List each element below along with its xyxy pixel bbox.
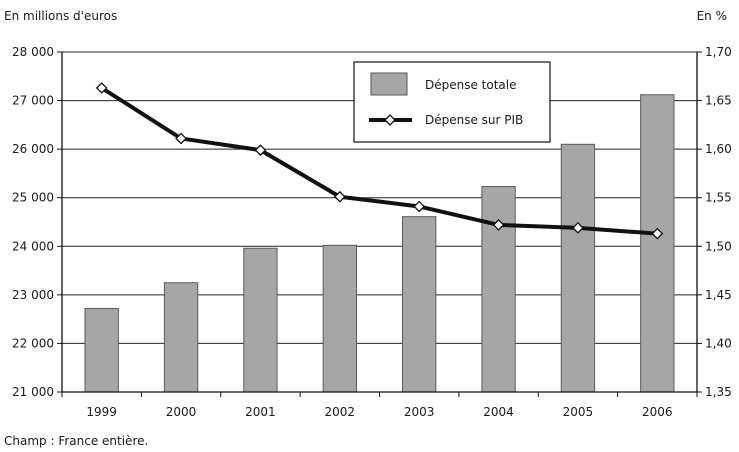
legend-line-marker bbox=[384, 114, 396, 126]
legend-line-label: Dépense sur PIB bbox=[425, 113, 523, 127]
axes bbox=[57, 51, 702, 397]
line-path bbox=[100, 86, 658, 236]
line-point-2003 bbox=[413, 200, 426, 213]
line-series bbox=[95, 82, 664, 240]
bar-2002 bbox=[322, 244, 357, 393]
right-tick-label-7: 1,70 bbox=[705, 45, 732, 59]
bar-2006 bbox=[640, 94, 675, 393]
x-tick-label-2003: 2003 bbox=[404, 405, 435, 419]
right-tick-label-2: 1,45 bbox=[705, 288, 732, 302]
right-axis-unit-label: En % bbox=[697, 9, 727, 23]
legend-bar-swatch bbox=[370, 72, 408, 96]
line-point-2000 bbox=[175, 132, 187, 145]
left-tick-label-7: 28 000 bbox=[12, 45, 54, 59]
left-tick-label-5: 26 000 bbox=[12, 142, 54, 156]
right-tick-label-0: 1,35 bbox=[705, 385, 732, 399]
right-tick-label-3: 1,50 bbox=[705, 239, 732, 253]
line-point-1999 bbox=[95, 82, 108, 94]
left-tick-label-1: 22 000 bbox=[12, 336, 54, 350]
bars bbox=[84, 94, 675, 393]
legend: Dépense totale Dépense sur PIB bbox=[353, 61, 551, 143]
bar-1999 bbox=[84, 307, 119, 393]
line-point-2004 bbox=[492, 219, 505, 231]
bar-2001 bbox=[243, 247, 278, 393]
left-tick-label-6: 27 000 bbox=[12, 94, 54, 108]
left-axis-unit-label: En millions d'euros bbox=[4, 9, 117, 23]
x-tick-label-1999: 1999 bbox=[86, 405, 117, 419]
x-tick-label-2004: 2004 bbox=[483, 405, 514, 419]
line-point-2002 bbox=[333, 190, 346, 203]
left-tick-label-4: 25 000 bbox=[12, 191, 54, 205]
bar-2000 bbox=[163, 282, 199, 393]
left-tick-label-0: 21 000 bbox=[12, 385, 54, 399]
bar-2003 bbox=[402, 216, 437, 393]
line-point-2005 bbox=[572, 221, 584, 234]
x-tick-label-2006: 2006 bbox=[642, 405, 673, 419]
bar-2005 bbox=[560, 143, 596, 393]
line-point-2006 bbox=[651, 227, 664, 240]
right-tick-label-6: 1,65 bbox=[705, 94, 732, 108]
left-tick-label-2: 23 000 bbox=[12, 288, 54, 302]
left-tick-label-3: 24 000 bbox=[12, 239, 54, 253]
footnote: Champ : France entière. bbox=[4, 434, 148, 448]
line-point-2001 bbox=[254, 144, 267, 156]
right-tick-label-4: 1,55 bbox=[705, 191, 732, 205]
right-tick-label-5: 1,60 bbox=[705, 142, 732, 156]
x-tick-label-2002: 2002 bbox=[325, 405, 356, 419]
x-tick-label-2001: 2001 bbox=[245, 405, 276, 419]
legend-bar-label: Dépense totale bbox=[425, 78, 517, 92]
bar-2004 bbox=[481, 186, 516, 393]
x-tick-label-2000: 2000 bbox=[166, 405, 197, 419]
right-tick-labels: 1,35 1,40 1,45 1,50 1,55 1,60 1,65 1,70 bbox=[705, 45, 732, 399]
x-tick-labels: 1999 2000 2001 2002 2003 2004 2005 2006 bbox=[86, 405, 672, 419]
right-tick-label-1: 1,40 bbox=[705, 336, 732, 350]
left-tick-labels: 21 000 22 000 23 000 24 000 25 000 26 000 27 0… bbox=[12, 45, 54, 399]
x-tick-label-2005: 2005 bbox=[563, 405, 594, 419]
